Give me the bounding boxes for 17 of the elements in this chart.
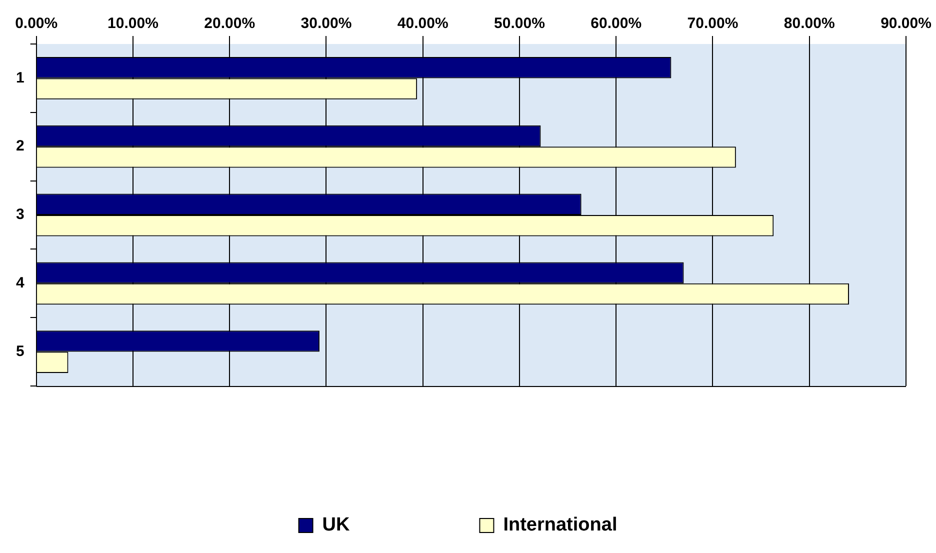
- legend-label: UK: [322, 514, 350, 536]
- x-tick-label: 0.00%: [15, 15, 58, 32]
- y-tick-label: 4: [16, 274, 25, 292]
- y-tick-label: 1: [16, 69, 24, 86]
- x-tick-label: 70.00%: [687, 15, 738, 32]
- x-tick-label: 60.00%: [590, 15, 642, 32]
- x-tick-label: 20.00%: [204, 15, 256, 32]
- y-tick-label: 5: [16, 342, 24, 360]
- legend-label: International: [503, 514, 618, 536]
- x-tick-label: 50.00%: [494, 15, 545, 32]
- x-tick-label: 40.00%: [397, 15, 448, 32]
- x-tick-label: 90.00%: [880, 15, 932, 32]
- x-tick-label: 30.00%: [300, 15, 352, 32]
- y-tick-label: 3: [16, 206, 24, 224]
- x-tick-label: 10.00%: [108, 15, 158, 32]
- x-tick-label: 80.00%: [784, 15, 835, 32]
- y-tick-label: 2: [16, 138, 24, 155]
